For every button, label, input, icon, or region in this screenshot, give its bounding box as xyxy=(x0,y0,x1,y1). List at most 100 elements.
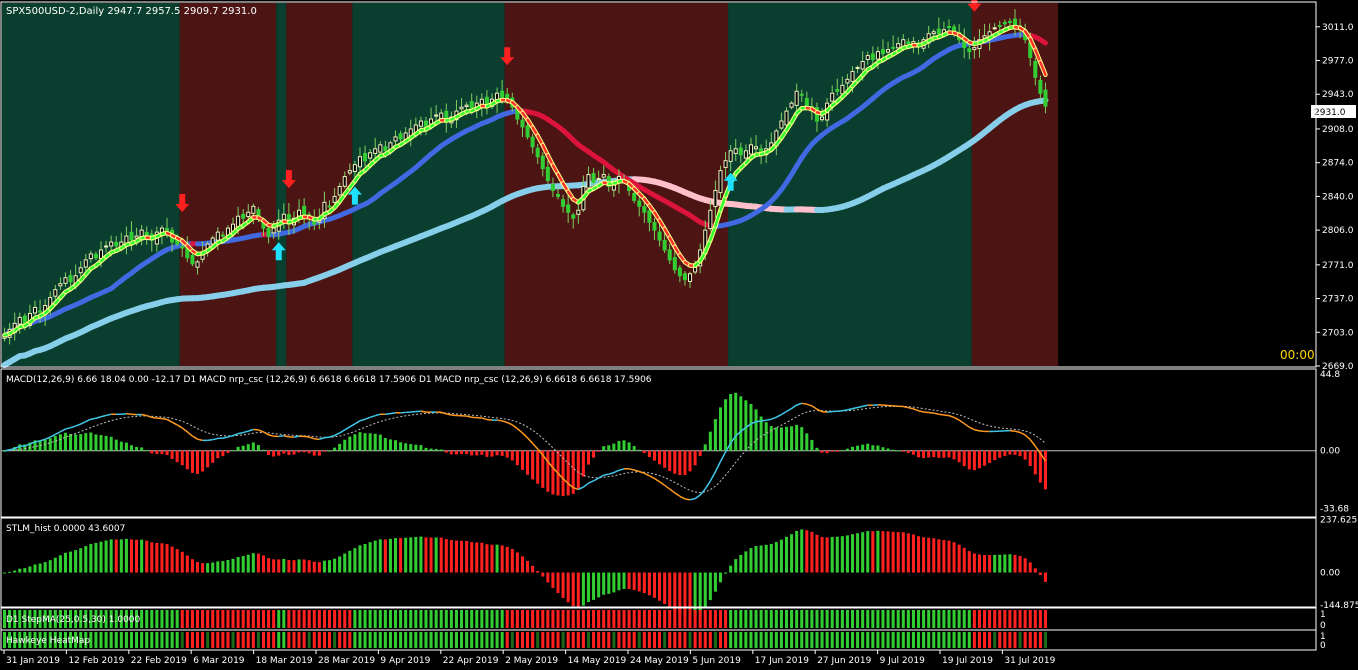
strip-bar xyxy=(551,632,555,648)
macd-main-line xyxy=(603,473,609,476)
strip-bar xyxy=(957,632,961,648)
macd-hist-bar xyxy=(454,450,458,455)
macd-lines xyxy=(4,402,1047,501)
macd-hist-bar xyxy=(576,450,580,489)
stlm-bar xyxy=(810,531,814,573)
macd-main-line xyxy=(709,471,717,482)
macd-hist-bar xyxy=(33,440,37,451)
strip-bar xyxy=(952,632,956,648)
stlm-bar xyxy=(856,533,860,573)
candle-body xyxy=(820,116,825,121)
macd-hist-bar xyxy=(256,445,260,451)
strip-bar xyxy=(84,632,88,648)
stlm-bar xyxy=(48,560,52,573)
strip-bar xyxy=(602,632,606,648)
candle-body xyxy=(708,209,713,230)
macd-hist-bar xyxy=(779,427,783,451)
strip-bar xyxy=(597,610,601,628)
stlm-bar xyxy=(307,560,311,573)
macd-hist-bar xyxy=(764,422,768,451)
stepma-title: D1 StepMA(25,0.5,30) 1.0000 xyxy=(6,615,141,625)
macd-main-line xyxy=(375,413,381,417)
strip-bar xyxy=(119,610,123,628)
candle-body xyxy=(129,231,134,241)
stlm-bar xyxy=(74,550,78,573)
stlm-bar xyxy=(99,541,103,573)
macd-main-line xyxy=(699,488,706,496)
strip-bar xyxy=(312,610,316,628)
strip-bar xyxy=(429,610,433,628)
stlm-bar xyxy=(292,560,296,573)
strip-bar xyxy=(784,610,789,628)
strip-bar xyxy=(724,610,728,628)
hawkeye-bars xyxy=(3,632,1047,648)
macd-hist-bar xyxy=(551,450,555,495)
macd-tick-label: 44.8 xyxy=(1320,370,1340,380)
stlm-bar xyxy=(602,572,606,595)
strip-bar xyxy=(927,610,931,628)
stepma-pane[interactable]: D1 StepMA(25,0.5,30) 1.0000 10 xyxy=(3,610,1326,631)
macd-hist-bar xyxy=(505,450,509,458)
stlm-tick-label: 0.00 xyxy=(1320,569,1340,579)
macd-hist-bar xyxy=(729,393,733,451)
strip-bar xyxy=(327,610,332,628)
strip-bar xyxy=(439,610,443,628)
strip-bar xyxy=(261,610,266,628)
macd-hist-bar xyxy=(876,445,880,451)
signal-arrows xyxy=(175,0,982,261)
macd-hist-bar xyxy=(216,450,220,459)
sell-arrow-icon xyxy=(967,0,982,12)
stlm-bar xyxy=(581,572,585,606)
macd-pane[interactable]: MACD(12,26,9) 6.66 18.04 0.00 -12.17 D1 … xyxy=(2,370,1349,515)
strip-bar xyxy=(378,610,382,628)
stlm-bar xyxy=(713,572,717,592)
stlm-bar xyxy=(272,559,276,573)
strip-bar xyxy=(282,610,286,628)
macd-hist-bar xyxy=(1038,450,1042,483)
stlm-bar xyxy=(800,529,804,573)
time-tick-label: 24 May 2019 xyxy=(630,656,689,666)
strip-bar xyxy=(663,610,667,628)
strip-bar xyxy=(195,610,200,628)
strip-bar xyxy=(790,610,794,628)
stlm-pane[interactable]: STLM_hist 0.0000 43.6007 237.625 0.00 -144… xyxy=(3,516,1358,618)
regime-bull xyxy=(2,3,180,366)
strip-bar xyxy=(556,632,560,648)
stlm-bar xyxy=(795,530,799,573)
macd-hist-bar xyxy=(18,444,22,451)
strip-bar xyxy=(541,632,545,648)
strip-bar xyxy=(272,632,276,648)
macd-main-line xyxy=(649,475,655,480)
strip-bar xyxy=(729,610,733,628)
stlm-bar xyxy=(155,542,159,573)
strip-bar xyxy=(967,610,971,628)
macd-hist-bar xyxy=(363,433,367,451)
strip-bar xyxy=(383,610,387,628)
strip-bar xyxy=(576,632,580,648)
stlm-bar xyxy=(556,572,560,594)
macd-main-line xyxy=(39,438,46,442)
strip-bar xyxy=(297,632,301,648)
macd-hist-bar xyxy=(805,433,809,451)
macd-main-line xyxy=(750,420,757,425)
macd-hist-bar xyxy=(58,434,62,451)
price-pane[interactable]: SPX500USD-2,Daily 2947.7 2957.5 2909.7 2… xyxy=(1,0,1356,372)
strip-bar xyxy=(774,632,778,648)
hawkeye-title: Hawkeye HeatMap xyxy=(6,636,90,646)
stlm-bar xyxy=(322,560,326,573)
hawkeye-pane[interactable]: Hawkeye HeatMap 10 xyxy=(3,632,1326,651)
macd-main-line xyxy=(506,421,513,426)
macd-hist-bar xyxy=(927,450,931,458)
stlm-bar xyxy=(104,540,108,573)
candle-body xyxy=(992,27,997,30)
stlm-bar xyxy=(439,537,443,573)
strip-bar xyxy=(881,632,885,648)
stlm-bar xyxy=(571,572,575,607)
candle-body xyxy=(601,174,606,178)
strip-bar xyxy=(114,610,118,628)
regime-bull xyxy=(276,3,287,366)
stlm-bar xyxy=(1043,572,1047,582)
macd-hist-bar xyxy=(668,450,672,472)
strip-bar xyxy=(526,610,530,628)
